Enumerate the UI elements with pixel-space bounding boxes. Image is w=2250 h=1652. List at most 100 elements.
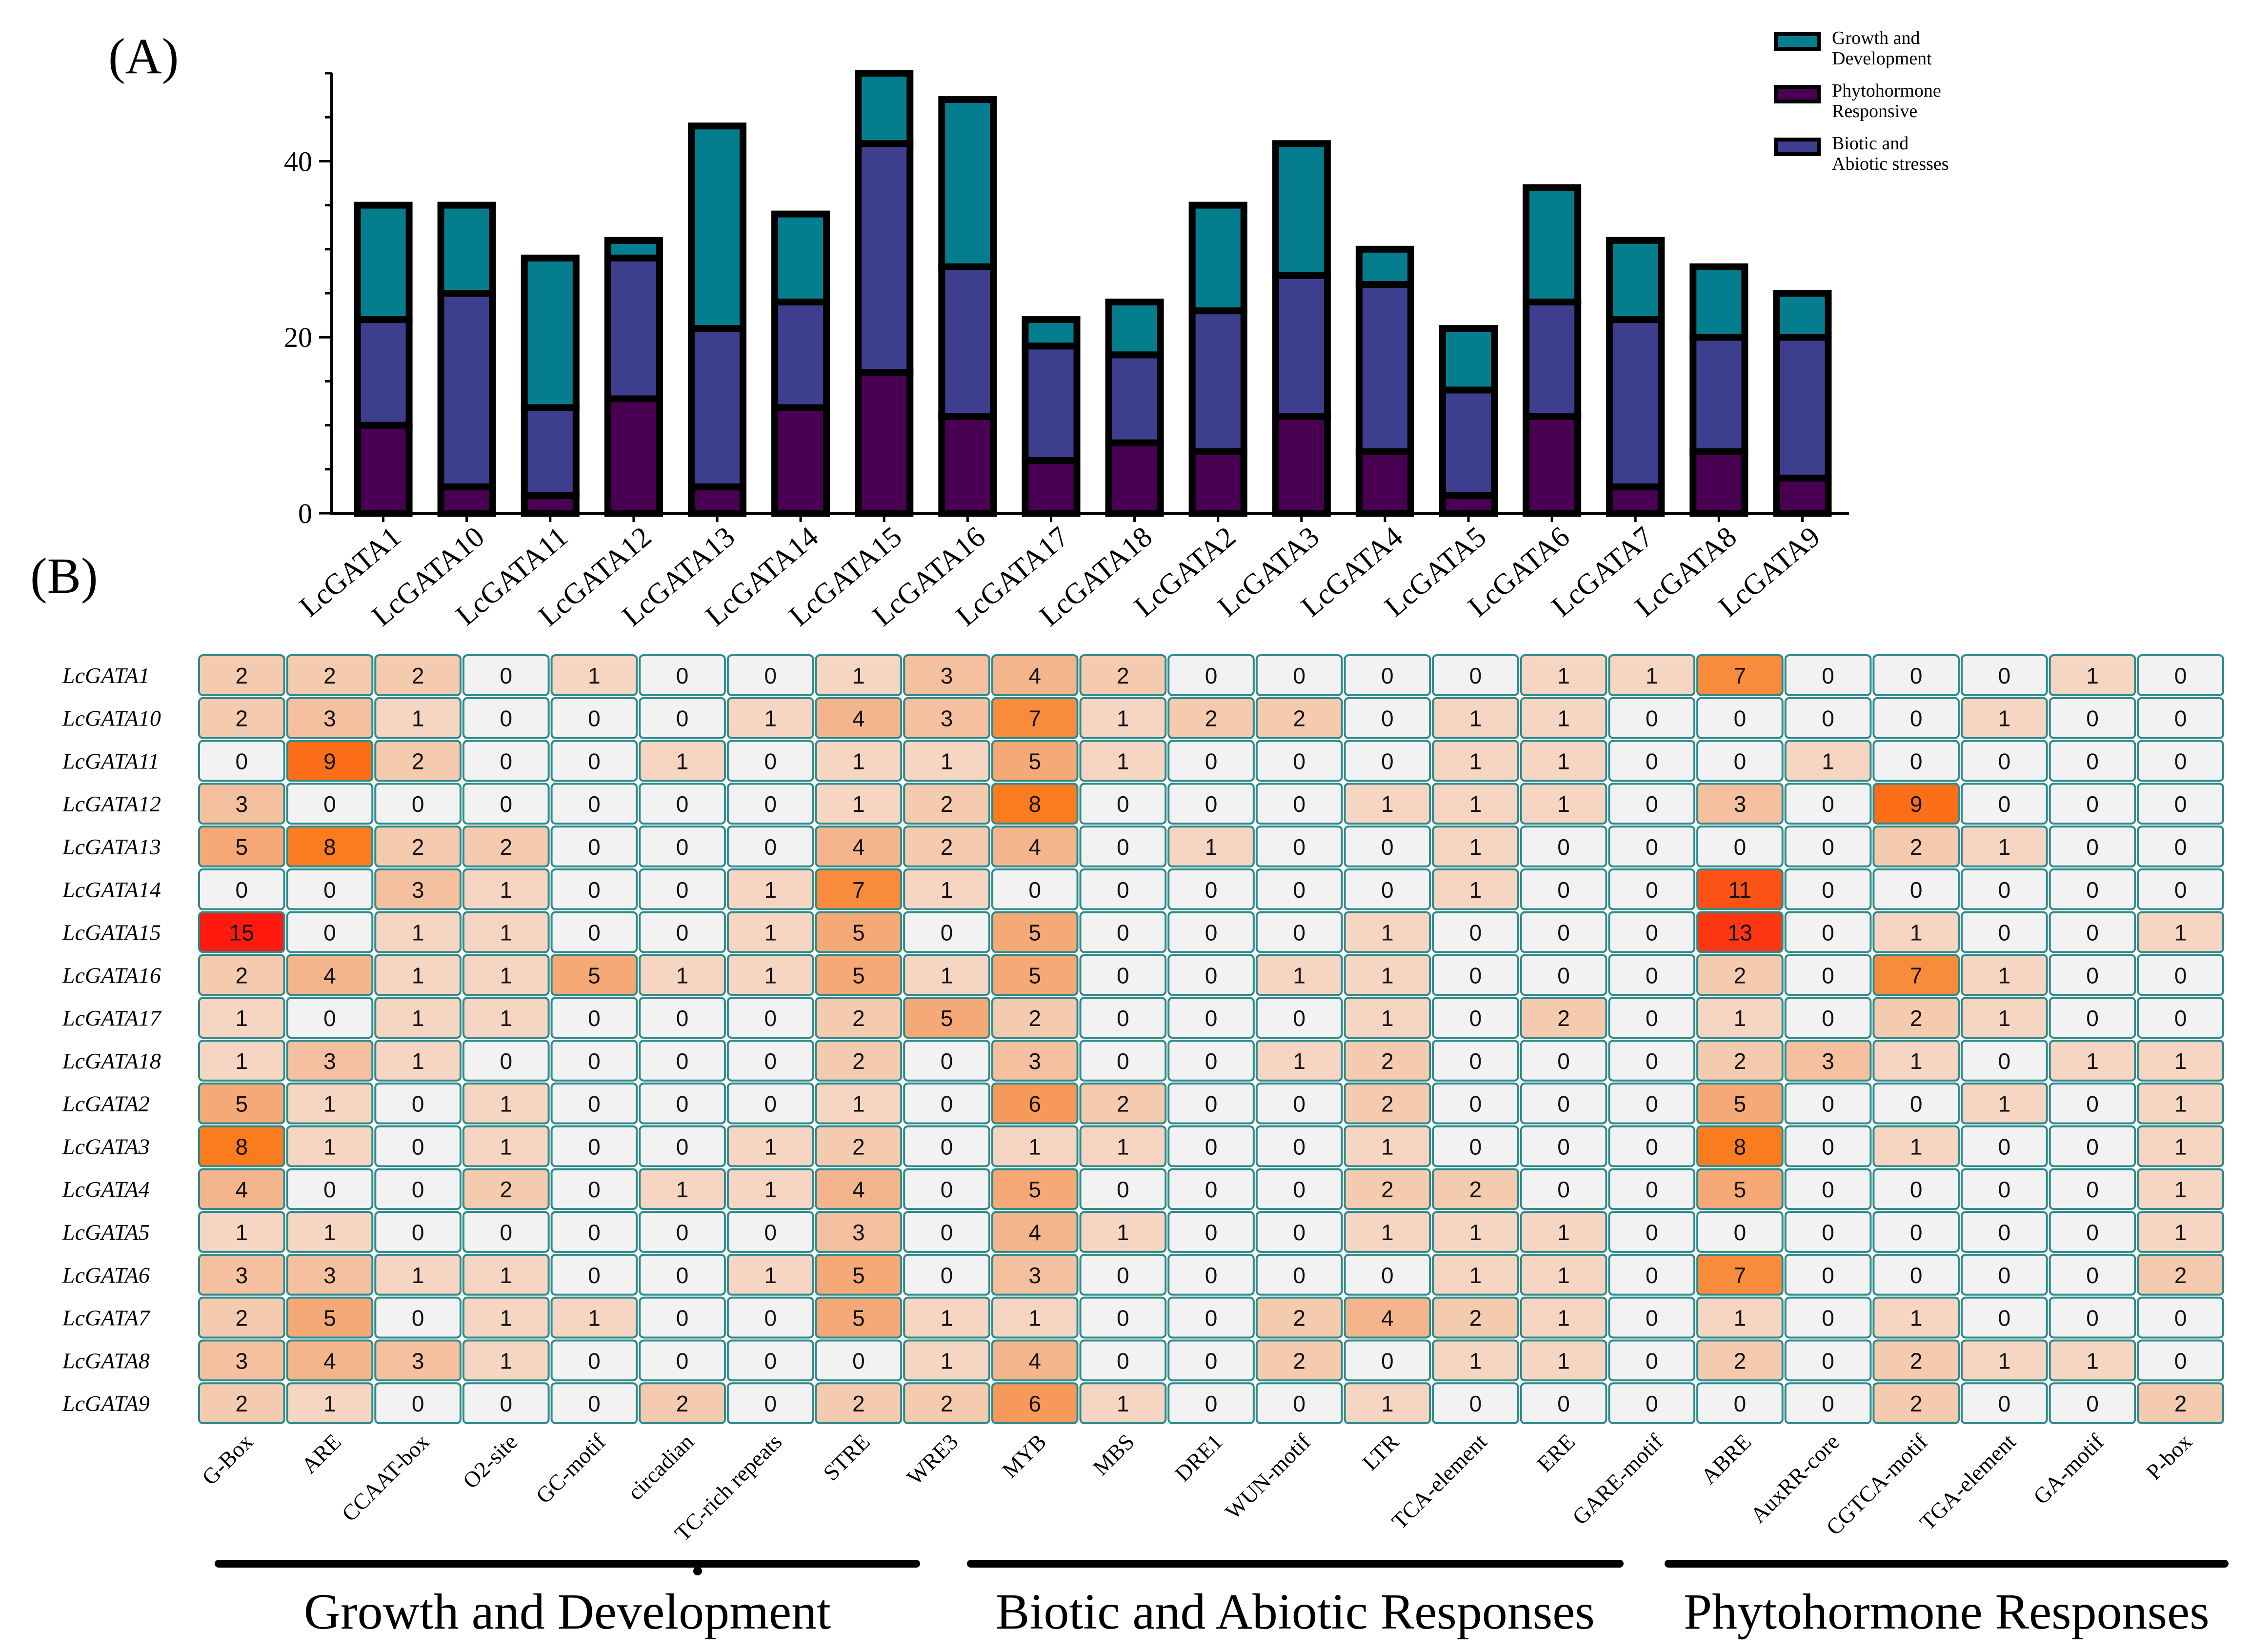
heatmap-cell <box>1784 1296 1872 1339</box>
heatmap-cell-value: 1 <box>1381 791 1394 817</box>
heatmap-cell-value: 0 <box>1646 1220 1658 1245</box>
heatmap-cell-value: 1 <box>1381 1220 1394 1245</box>
heatmap-cell-value: 0 <box>1998 1306 2011 1331</box>
heatmap-cell <box>462 1125 550 1168</box>
heatmap-cell <box>2137 654 2224 696</box>
legend-swatch-phyto <box>1774 85 1821 103</box>
heatmap-cell-value: 0 <box>412 1177 424 1202</box>
heatmap-cell <box>815 1339 903 1382</box>
heatmap-cell <box>1784 740 1872 782</box>
heatmap-cell <box>1432 826 1519 867</box>
heatmap-cell <box>1167 1339 1255 1382</box>
heatmap-cell-value: 7 <box>1910 963 1923 988</box>
bar-segment-biotic <box>1773 334 1832 482</box>
heatmap-cell <box>1872 911 1960 953</box>
heatmap-cell <box>1344 740 1431 782</box>
heatmap-cell-value: 0 <box>676 1134 689 1159</box>
heatmap-cell <box>462 697 550 739</box>
heatmap-cell <box>1167 1296 1255 1339</box>
heatmap-cell <box>550 997 638 1039</box>
heatmap-cell-value: 0 <box>852 1348 865 1373</box>
heatmap-cell <box>1872 783 1960 825</box>
heatmap-cell-value: 0 <box>2086 1091 2099 1117</box>
heatmap-column-label: WRE3 <box>902 1429 963 1490</box>
heatmap-cell <box>1167 997 1255 1039</box>
heatmap-cell <box>1520 654 1607 696</box>
heatmap-cell-value: 0 <box>1557 1177 1570 1202</box>
heatmap-cell <box>462 826 550 867</box>
heatmap-cell <box>815 740 903 782</box>
heatmap-cell <box>1079 1211 1167 1253</box>
heatmap-cell-value: 0 <box>2086 791 2099 817</box>
heatmap-cell <box>639 1253 726 1296</box>
heatmap-cell-value: 0 <box>1734 706 1747 731</box>
heatmap-cell <box>1872 826 1960 867</box>
heatmap-row-label: LcGATA14 <box>62 877 161 902</box>
heatmap-cell-value: 1 <box>1646 663 1658 688</box>
heatmap-cell <box>1872 954 1960 996</box>
heatmap-cell <box>1079 1296 1167 1339</box>
heatmap-cell-value: 0 <box>1646 1348 1658 1373</box>
stacked-bar-chart: 0 20 40 LcGATA1LcGATA10LcGATA11LcGATA12LcG… <box>284 28 1949 632</box>
heatmap-cell <box>374 1339 462 1382</box>
bar-group-lcgata4 <box>1355 245 1414 517</box>
bar-segment-growth <box>771 210 830 306</box>
heatmap-cell-value: 2 <box>323 663 336 688</box>
heatmap-cell-value: 2 <box>236 706 248 731</box>
heatmap-cell <box>991 826 1079 867</box>
heatmap-cell <box>991 783 1079 825</box>
heatmap-cell <box>1255 783 1343 825</box>
heatmap-cell <box>815 1382 903 1424</box>
heatmap-cell <box>1344 1253 1431 1296</box>
heatmap-cell <box>1079 783 1167 825</box>
heatmap-cell <box>550 1082 638 1125</box>
heatmap-cell <box>550 783 638 825</box>
heatmap-column-label: DRE1 <box>1170 1429 1227 1486</box>
heatmap-cell-value: 1 <box>236 1006 248 1031</box>
heatmap-cell <box>462 1382 550 1424</box>
heatmap-cell-value: 0 <box>676 1091 689 1117</box>
heatmap-cell <box>1520 1296 1607 1339</box>
heatmap-cell <box>1255 1339 1343 1382</box>
heatmap-cell-value: 5 <box>1028 1177 1041 1202</box>
heatmap-cell-value: 1 <box>1381 1006 1394 1031</box>
heatmap-column-label: MYB <box>997 1429 1051 1483</box>
heatmap-cell-value: 1 <box>1293 1048 1306 1074</box>
heatmap-cell-value: 0 <box>323 877 336 903</box>
heatmap-cell-value: 0 <box>1910 663 1923 688</box>
heatmap-cell-value: 0 <box>1469 1091 1482 1117</box>
heatmap-cell-value: 2 <box>236 963 248 988</box>
heatmap-cell <box>462 1296 550 1339</box>
heatmap-cell-value: 0 <box>1822 1134 1834 1159</box>
heatmap-cell-value: 0 <box>2174 1306 2187 1331</box>
heatmap-cell <box>374 911 462 953</box>
heatmap-cell-value: 2 <box>1293 1348 1306 1373</box>
heatmap-cell-value: 0 <box>1469 920 1482 946</box>
heatmap-cell-value: 0 <box>1910 748 1923 774</box>
heatmap-cell <box>1255 697 1343 739</box>
heatmap-cell <box>815 783 903 825</box>
bar-segment-biotic <box>604 254 663 403</box>
heatmap-cell-value: 1 <box>1028 1306 1041 1331</box>
heatmap-cell-value: 0 <box>1646 706 1658 731</box>
heatmap-row-label: LcGATA17 <box>62 1006 162 1030</box>
heatmap-cell-value: 0 <box>1998 791 2011 817</box>
heatmap-cell-value: 0 <box>412 1391 424 1416</box>
heatmap-cell <box>991 1296 1079 1339</box>
heatmap-cell-value: 0 <box>323 1006 336 1031</box>
heatmap-row-labels: LcGATA1 LcGATA10 LcGATA11 LcGATA12 LcGATA13 L… <box>62 663 162 1416</box>
heatmap-cell-value: 1 <box>1557 791 1570 817</box>
heatmap-cell-value: 1 <box>941 748 953 774</box>
heatmap-cell-value: 1 <box>1557 706 1570 731</box>
heatmap-cell-value: 1 <box>1205 834 1218 860</box>
heatmap-row-label: LcGATA7 <box>62 1306 151 1330</box>
heatmap-cell <box>1872 654 1960 696</box>
heatmap-cell-value: 2 <box>1293 706 1306 731</box>
legend-label: Development <box>1832 48 1932 69</box>
heatmap-cell <box>1961 868 2048 910</box>
heatmap-cell-value: 0 <box>2174 706 2187 731</box>
heatmap-cell <box>726 954 814 996</box>
heatmap-cell-value: 0 <box>764 834 777 860</box>
heatmap-cell <box>1344 1040 1431 1082</box>
heatmap-cell <box>1344 654 1431 696</box>
